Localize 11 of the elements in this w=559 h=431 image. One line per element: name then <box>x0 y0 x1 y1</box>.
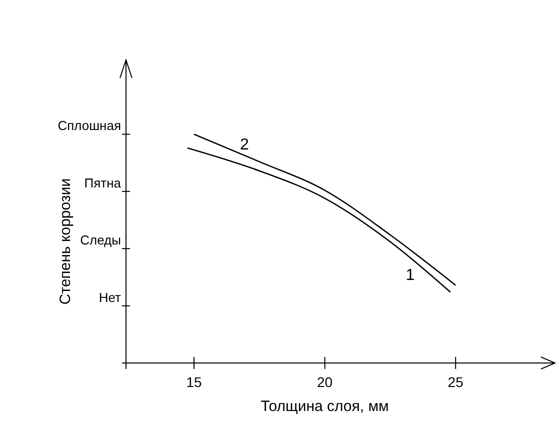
text: Нет <box>98 290 122 305</box>
x-axis-title: Толщина слоя, мм <box>260 398 389 415</box>
x-tick-label: 15 <box>186 374 202 390</box>
text: Сплошная <box>58 118 121 134</box>
x-tick-label: 25 <box>448 374 464 390</box>
series-label: 1 <box>406 266 415 284</box>
x-tick-label: 20 <box>317 374 333 390</box>
series-label: 2 <box>240 136 249 154</box>
text: Пятна <box>84 175 122 190</box>
y-axis-title: Степень коррозии <box>57 178 74 305</box>
text: Следы <box>80 232 121 248</box>
